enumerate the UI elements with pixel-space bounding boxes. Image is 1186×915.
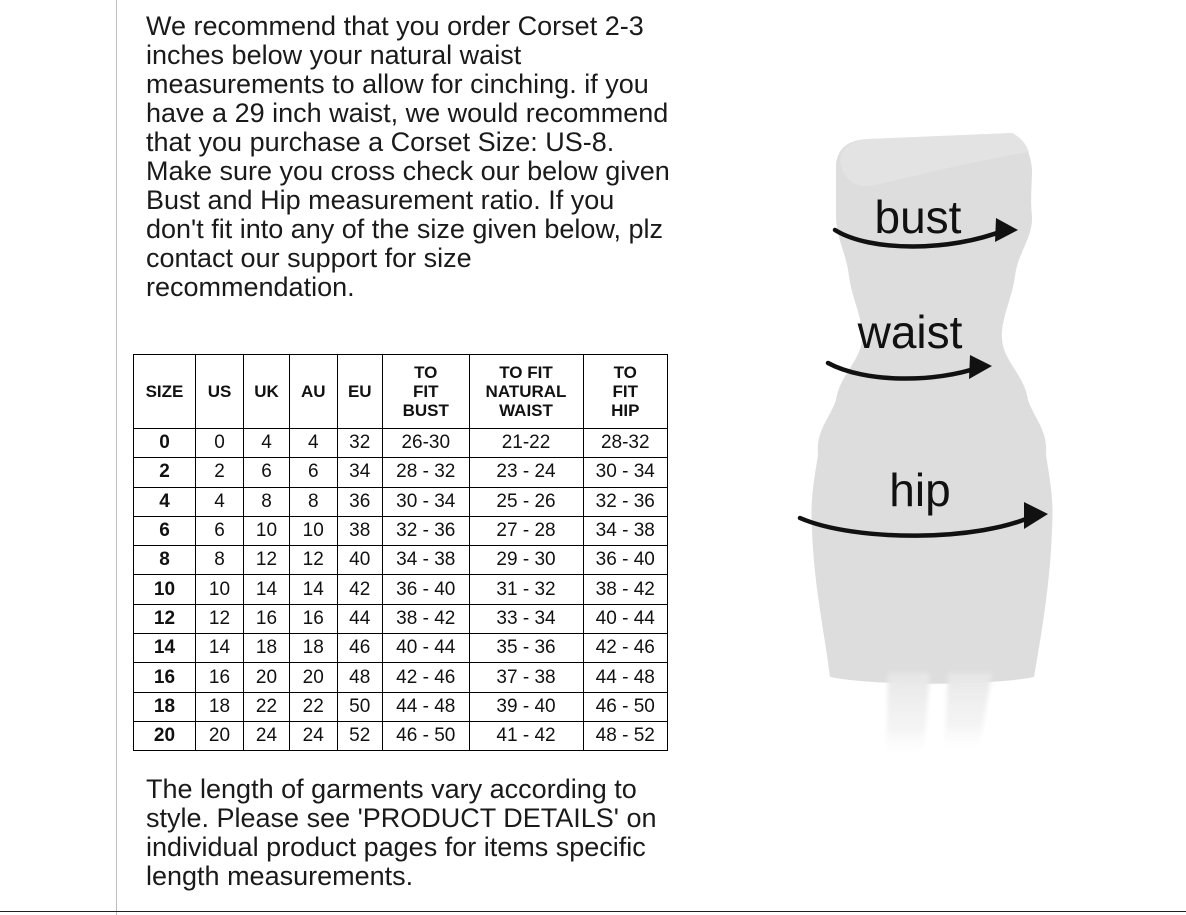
svg-text:bust: bust	[875, 191, 962, 243]
svg-text:waist: waist	[857, 306, 963, 358]
svg-text:hip: hip	[889, 464, 950, 516]
